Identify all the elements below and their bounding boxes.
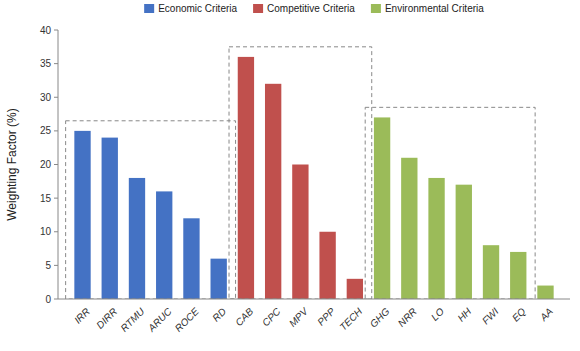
bar [428, 178, 444, 299]
bar [292, 165, 308, 300]
bar [156, 191, 172, 299]
x-tick-label: GHG [368, 306, 392, 330]
legend-swatch [144, 4, 154, 13]
x-tick-label: DIRR [94, 306, 119, 331]
bar [102, 138, 118, 299]
x-tick-label: NRR [396, 306, 419, 329]
y-tick-label: 25 [40, 125, 52, 136]
y-axis-label: Weighting Factor (%) [5, 108, 19, 220]
y-tick-label: 5 [45, 260, 51, 271]
chart: 0 5 10 15 20 25 30 35 40 Weighting Factor (%) IRRD… [0, 0, 580, 351]
x-axis [58, 299, 570, 300]
x-tick-label: AA [537, 305, 555, 323]
x-tick-label: HH [455, 305, 474, 324]
y-tick [54, 30, 58, 31]
bar [238, 57, 254, 299]
bar [483, 245, 499, 299]
legend-swatch [371, 4, 381, 13]
bar [319, 232, 335, 299]
x-tick-label: MPV [287, 305, 311, 329]
bar [129, 178, 145, 299]
legend: Economic Criteria Competitive Criteria Env… [144, 3, 484, 14]
group-box [66, 121, 236, 299]
x-tick-label: IRR [72, 306, 92, 326]
bar [537, 286, 553, 299]
y-tick-label: 35 [40, 58, 52, 69]
y-tick-label: 40 [40, 25, 52, 36]
group-box [365, 107, 535, 299]
x-tick-label: ROCE [173, 306, 201, 334]
bar [510, 252, 526, 299]
bar [183, 218, 199, 299]
y-tick-label: 0 [45, 294, 51, 305]
bar [265, 84, 281, 299]
bar [74, 131, 90, 299]
y-tick [54, 299, 58, 300]
y-tick [54, 198, 58, 199]
y-tick [54, 265, 58, 266]
x-tick-label: RD [210, 306, 228, 324]
x-tick-label: CAB [233, 305, 256, 328]
x-tick-label: CPC [260, 305, 283, 328]
bar [456, 185, 472, 299]
y-tick-label: 10 [40, 226, 52, 237]
y-tick [54, 164, 58, 165]
y-tick-label: 30 [40, 92, 52, 103]
x-tick-label: PPP [315, 306, 337, 328]
y-tick-label: 15 [40, 193, 52, 204]
legend-label: Competitive Criteria [267, 3, 355, 14]
y-tick-label: 20 [40, 159, 52, 170]
x-tick-label: EQ [510, 306, 528, 324]
y-axis [58, 30, 59, 299]
bars [66, 47, 554, 299]
bar [401, 158, 417, 299]
y-tick [54, 231, 58, 232]
bar [347, 279, 363, 299]
x-tick-label: ARUC [145, 305, 174, 334]
legend-swatch [253, 4, 263, 13]
x-tick-label: LO [429, 306, 446, 323]
y-tick [54, 130, 58, 131]
x-tick-label: RTMU [118, 305, 147, 334]
y-tick [54, 97, 58, 98]
legend-label: Economic Criteria [158, 3, 237, 14]
bar [374, 117, 390, 299]
x-tick-label: TECH [337, 305, 365, 333]
legend-label: Environmental Criteria [385, 3, 484, 14]
bar [211, 259, 227, 299]
x-tick-label: FWI [480, 306, 501, 327]
y-tick [54, 63, 58, 64]
group-box [229, 47, 372, 299]
